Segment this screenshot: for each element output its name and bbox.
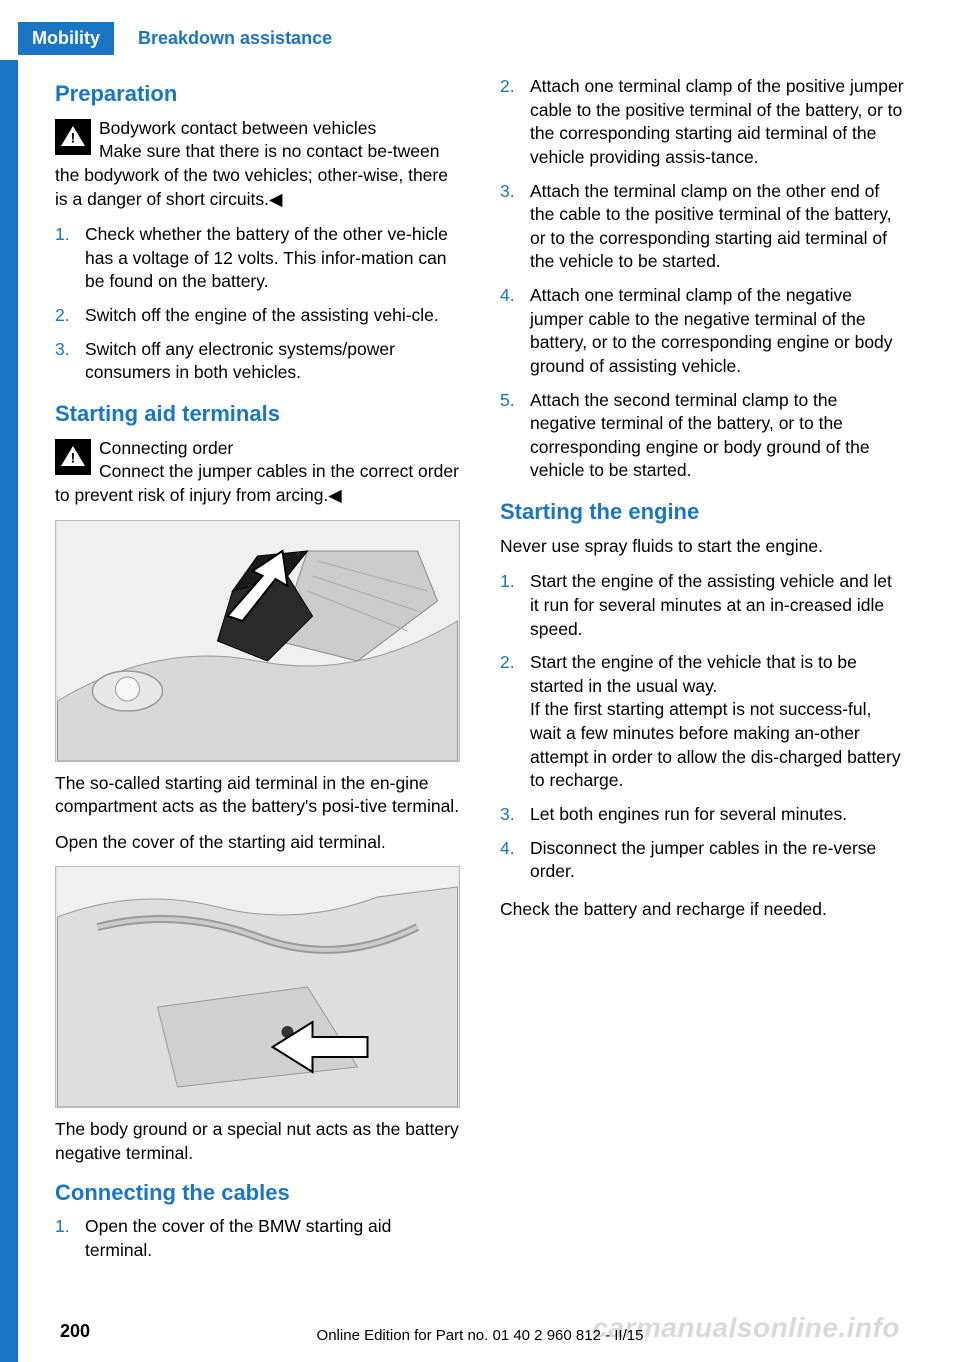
list-item: 4.Attach one terminal clamp of the negat… (500, 284, 905, 379)
step-number: 3. (500, 803, 530, 827)
list-item: 1.Check whether the battery of the other… (55, 223, 460, 294)
list-item: 3.Attach the terminal clamp on the other… (500, 180, 905, 275)
step-number: 3. (55, 338, 85, 385)
step-text: Open the cover of the BMW starting aid t… (85, 1215, 460, 1262)
figure-terminal-cover (55, 520, 460, 762)
step-number: 1. (55, 1215, 85, 1262)
warning-body: Connect the jumper cables in the correct… (55, 460, 460, 507)
step-text: Attach one terminal clamp of the negativ… (530, 284, 905, 379)
list-item: 3.Let both engines run for several minut… (500, 803, 905, 827)
warning-icon (55, 119, 91, 155)
step-text: Switch off the engine of the assisting v… (85, 304, 460, 328)
section-label: Breakdown assistance (138, 28, 332, 49)
heading-starting-engine: Starting the engine (500, 497, 905, 527)
step-number: 1. (500, 570, 530, 641)
step-number: 3. (500, 180, 530, 275)
warning-icon (55, 439, 91, 475)
step-number: 2. (500, 75, 530, 170)
list-item: 1.Start the engine of the assisting vehi… (500, 570, 905, 641)
intro-text: Never use spray fluids to start the engi… (500, 535, 905, 559)
warning-title: Connecting order (55, 437, 460, 461)
heading-connecting: Connecting the cables (55, 1178, 460, 1208)
step-number: 5. (500, 389, 530, 484)
list-item: 3.Switch off any electronic systems/powe… (55, 338, 460, 385)
warning-preparation: Bodywork contact between vehicles Make s… (55, 117, 460, 212)
starting-engine-steps: 1.Start the engine of the assisting vehi… (500, 570, 905, 884)
warning-starting-aid: Connecting order Connect the jumper cabl… (55, 437, 460, 508)
step-text: Attach the second terminal clamp to the … (530, 389, 905, 484)
main-content: Preparation Bodywork contact between veh… (55, 75, 905, 1302)
step-number: 4. (500, 284, 530, 379)
warning-title: Bodywork contact between vehicles (55, 117, 460, 141)
watermark: carmanualsonline.info (592, 1312, 900, 1344)
step-number: 2. (500, 651, 530, 793)
step-text: Start the engine of the assisting vehicl… (530, 570, 905, 641)
preparation-steps: 1.Check whether the battery of the other… (55, 223, 460, 385)
step-text: Let both engines run for several minutes… (530, 803, 905, 827)
list-item: 2.Attach one terminal clamp of the posit… (500, 75, 905, 170)
figure-body-ground (55, 866, 460, 1108)
list-item: 4.Disconnect the jumper cables in the re… (500, 837, 905, 884)
step-text: Disconnect the jumper cables in the re‐v… (530, 837, 905, 884)
list-item: 5.Attach the second terminal clamp to th… (500, 389, 905, 484)
list-item: 2.Start the engine of the vehicle that i… (500, 651, 905, 793)
figure-caption: The body ground or a special nut acts as… (55, 1118, 460, 1165)
page-header: Mobility Breakdown assistance (0, 0, 960, 67)
chapter-label: Mobility (18, 22, 114, 55)
heading-starting-aid: Starting aid terminals (55, 399, 460, 429)
left-edge-bar (0, 60, 18, 1362)
step-text: Attach the terminal clamp on the other e… (530, 180, 905, 275)
step-number: 2. (55, 304, 85, 328)
step-number: 4. (500, 837, 530, 884)
step-text: Switch off any electronic systems/power … (85, 338, 460, 385)
list-item: 1.Open the cover of the BMW starting aid… (55, 1215, 460, 1262)
heading-preparation: Preparation (55, 79, 460, 109)
figure-caption: The so-called starting aid terminal in t… (55, 772, 460, 819)
outro-text: Check the battery and recharge if needed… (500, 898, 905, 922)
warning-body: Make sure that there is no contact be‐tw… (55, 140, 460, 211)
step-number: 1. (55, 223, 85, 294)
step-text: Start the engine of the vehicle that is … (530, 651, 905, 793)
step-text: Attach one terminal clamp of the positiv… (530, 75, 905, 170)
step-text: Check whether the battery of the other v… (85, 223, 460, 294)
list-item: 2.Switch off the engine of the assisting… (55, 304, 460, 328)
figure-caption: Open the cover of the starting aid termi… (55, 831, 460, 855)
